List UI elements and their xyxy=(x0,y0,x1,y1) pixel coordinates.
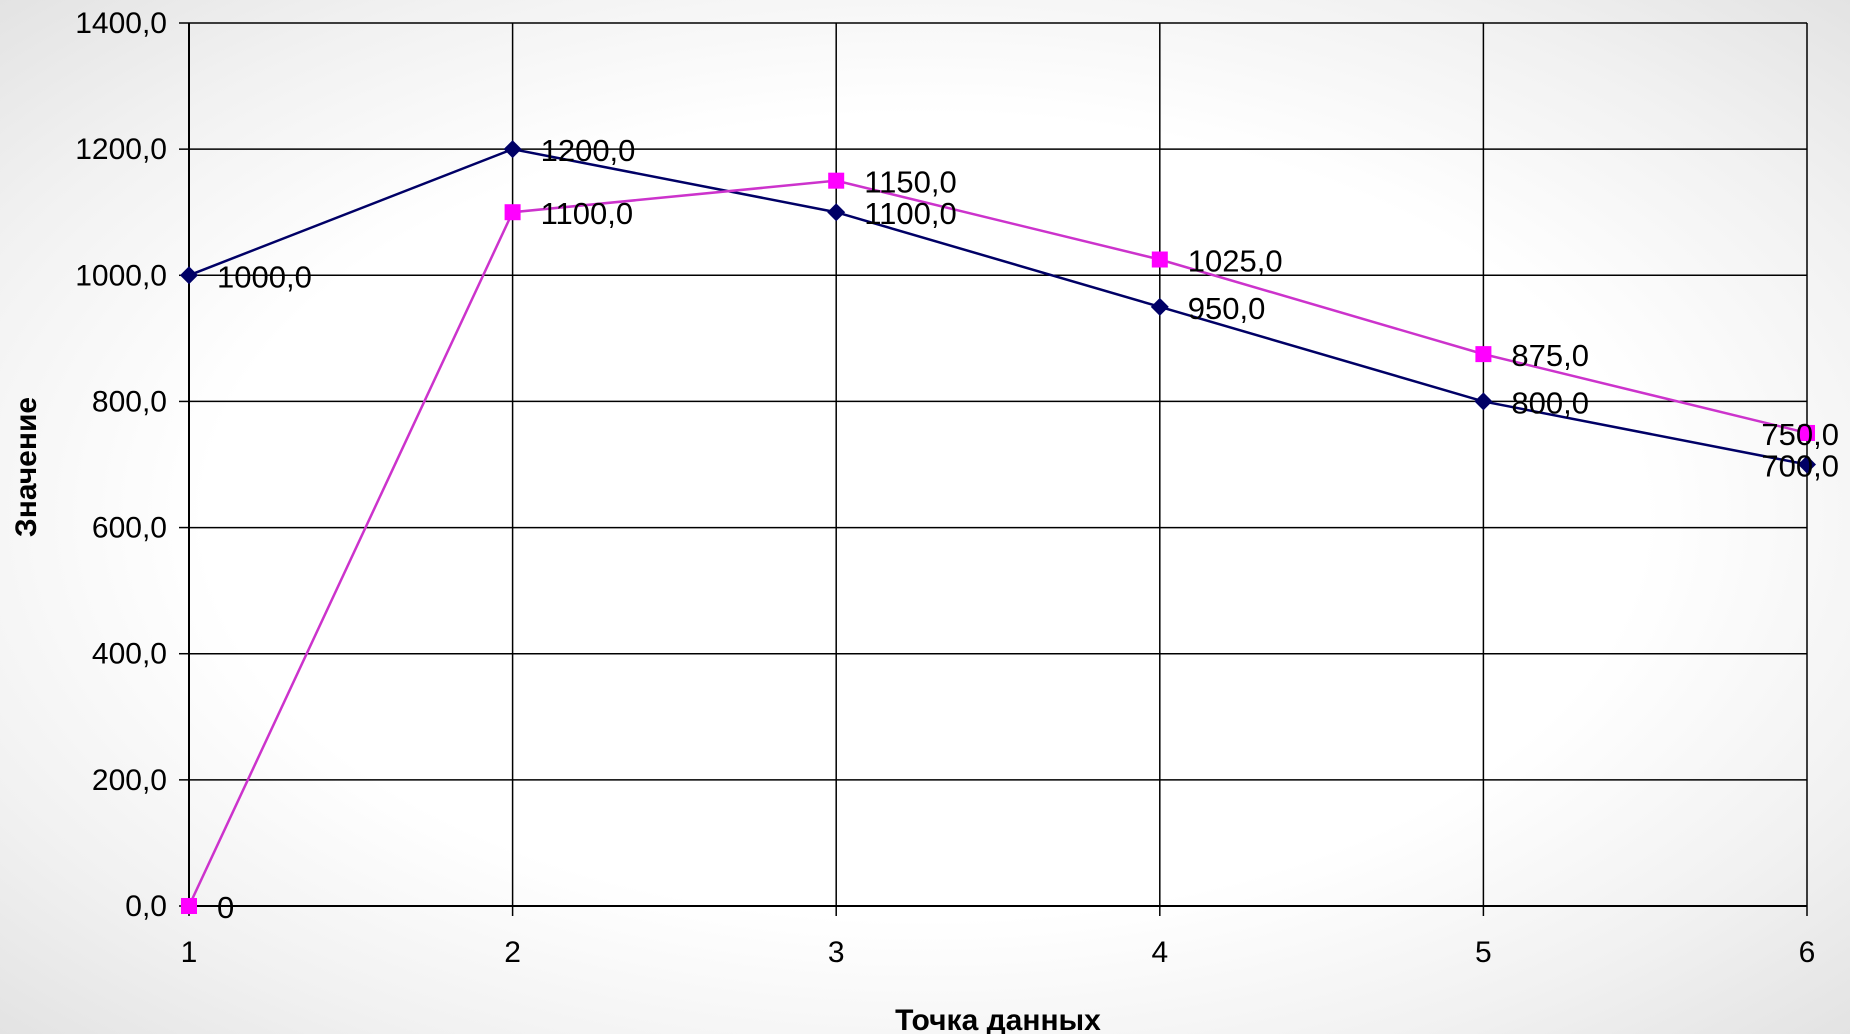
x-tick-label: 2 xyxy=(504,936,521,969)
data-point xyxy=(1799,424,1815,441)
y-tick-label: 600,0 xyxy=(92,512,167,545)
data-point xyxy=(827,203,846,222)
data-label: 700,0 xyxy=(1761,449,1839,484)
data-point xyxy=(181,898,197,914)
axes xyxy=(179,22,1808,916)
data-label: 0 xyxy=(217,890,234,925)
data-series xyxy=(180,140,1816,914)
y-tick-labels: 0,0 200,0 400,0 600,0 800,0 1000,0 1200,0 1400,… xyxy=(75,7,167,923)
data-point xyxy=(828,172,845,189)
grid-lines xyxy=(189,22,1808,906)
x-tick-labels: 1 2 3 4 5 6 xyxy=(181,936,1816,969)
y-tick-label: 400,0 xyxy=(92,638,167,671)
data-label: 800,0 xyxy=(1511,385,1589,420)
data-point xyxy=(1150,297,1169,316)
data-label: 875,0 xyxy=(1511,338,1589,373)
data-point xyxy=(504,204,521,221)
y-tick-label: 200,0 xyxy=(92,764,167,797)
x-tick-label: 6 xyxy=(1799,936,1816,969)
x-tick-label: 4 xyxy=(1151,936,1168,969)
x-axis-title: Точка данных xyxy=(895,1004,1101,1034)
y-tick-label: 1200,0 xyxy=(75,133,167,166)
data-point xyxy=(503,140,522,159)
y-axis-title: Значение xyxy=(10,397,43,537)
data-point xyxy=(180,266,198,285)
data-point xyxy=(1475,346,1492,363)
y-tick-label: 0,0 xyxy=(125,890,167,923)
data-label: 950,0 xyxy=(1188,291,1266,326)
y-tick-label: 1000,0 xyxy=(75,259,167,292)
series-line xyxy=(187,179,1808,907)
x-tick-label: 1 xyxy=(181,936,198,969)
data-labels: 1000,0 1200,0 1100,0 950,0 800,0 700,0 0 1100,0… xyxy=(217,133,1839,925)
data-point xyxy=(1151,251,1168,268)
y-tick-label: 1400,0 xyxy=(75,7,167,40)
x-tick-label: 5 xyxy=(1475,936,1492,969)
data-label: 1200,0 xyxy=(541,133,636,168)
data-label: 1150,0 xyxy=(864,165,957,200)
y-tick-label: 800,0 xyxy=(92,385,167,418)
data-label: 1100,0 xyxy=(864,196,957,231)
data-label: 1100,0 xyxy=(541,196,634,231)
data-label: 1000,0 xyxy=(217,259,312,294)
series-2 xyxy=(181,172,1815,914)
data-point xyxy=(1474,392,1493,411)
data-label: 750,0 xyxy=(1761,417,1839,452)
series-line xyxy=(188,147,1808,466)
data-point xyxy=(1798,455,1816,474)
data-label: 1025,0 xyxy=(1188,244,1283,279)
x-tick-label: 3 xyxy=(828,936,845,969)
series-1 xyxy=(180,140,1816,474)
